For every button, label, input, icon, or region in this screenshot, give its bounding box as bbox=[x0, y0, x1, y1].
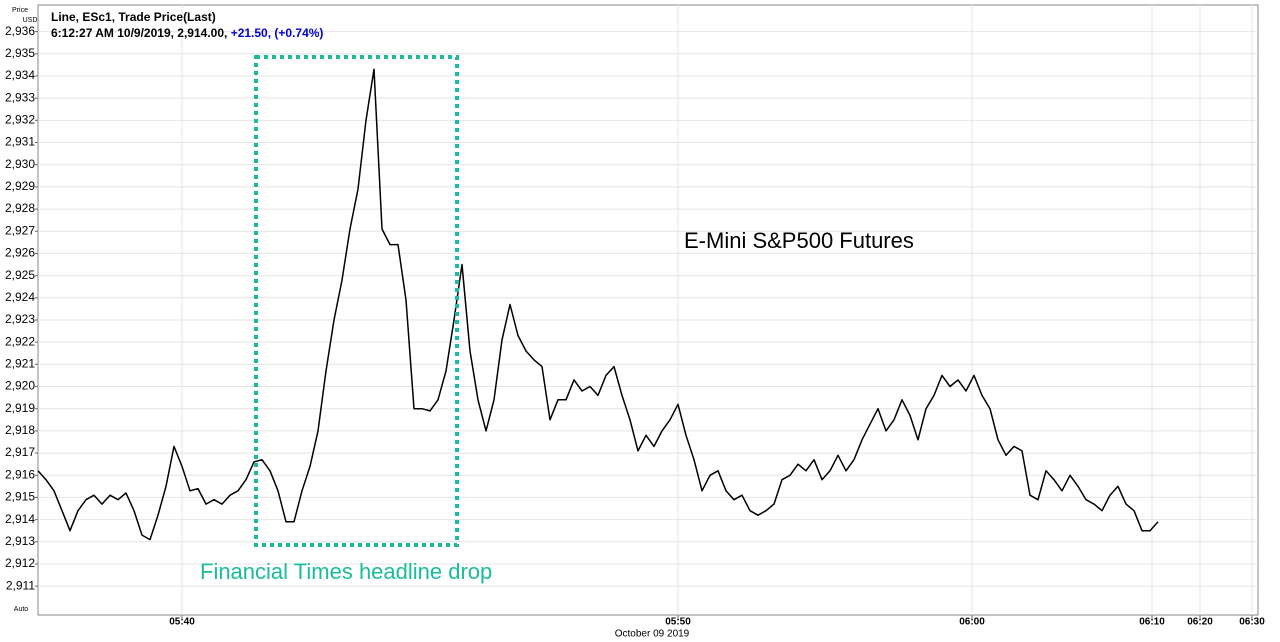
y-tick-label: 2,912 bbox=[5, 556, 35, 570]
y-tick-label: 2,913 bbox=[5, 534, 35, 548]
y-tick-label: 2,914 bbox=[5, 512, 35, 526]
price-line bbox=[37, 68, 1159, 541]
y-tick-label: 2,918 bbox=[5, 423, 35, 437]
y-axis-unit: USD bbox=[23, 17, 38, 24]
y-tick-label: 2,920 bbox=[5, 379, 35, 393]
status: 6:12:27 AM 10/9/2019, 2,914.00, +21.50, … bbox=[51, 26, 323, 40]
chart-title: E-Mini S&P500 Futures bbox=[684, 228, 914, 253]
annotation: Financial Times headline drop bbox=[200, 559, 492, 584]
y-tick-label: 2,923 bbox=[5, 312, 35, 326]
scale-mode: Auto bbox=[14, 606, 29, 613]
x-tick-label: 06:10 bbox=[1139, 617, 1165, 628]
y-tick-label: 2,929 bbox=[5, 179, 35, 193]
y-tick-label: 2,926 bbox=[5, 246, 35, 260]
x-tick-label: 06:20 bbox=[1187, 617, 1213, 628]
y-tick-label: 2,936 bbox=[5, 24, 35, 38]
y-tick-label: 2,934 bbox=[5, 68, 35, 82]
x-tick-label: 05:40 bbox=[169, 617, 195, 628]
grid bbox=[35, 5, 1258, 619]
y-tick-label: 2,915 bbox=[5, 490, 35, 504]
y-tick-label: 2,924 bbox=[5, 290, 35, 304]
y-tick-label: 2,922 bbox=[5, 334, 35, 348]
y-tick-label: 2,925 bbox=[5, 268, 35, 282]
x-tick-label: 06:30 bbox=[1239, 617, 1265, 628]
y-tick-label: 2,933 bbox=[5, 90, 35, 104]
y-axis-label: Price bbox=[12, 7, 28, 14]
plot-area bbox=[37, 4, 1259, 616]
chart-header: Line, ESc1, Trade Price(Last) bbox=[51, 10, 216, 24]
status-text: 6:12:27 AM 10/9/2019, 2,914.00, bbox=[51, 26, 227, 40]
y-tick-label: 2,911 bbox=[6, 578, 35, 592]
y-tick-label: 2,928 bbox=[5, 201, 35, 215]
marks bbox=[37, 68, 1159, 541]
y-tick-label: 2,932 bbox=[5, 113, 35, 127]
x-tick-label: 06:00 bbox=[959, 617, 985, 628]
y-tick-label: 2,927 bbox=[5, 223, 35, 237]
y-tick-label: 2,931 bbox=[5, 135, 35, 149]
change: +21.50, (+0.74%) bbox=[231, 26, 324, 40]
y-tick-label: 2,921 bbox=[5, 357, 35, 371]
y-tick-label: 2,916 bbox=[5, 467, 35, 481]
y-tick-label: 2,930 bbox=[5, 157, 35, 171]
x-axis-label: October 09 2019 bbox=[615, 629, 690, 640]
y-tick-label: 2,935 bbox=[5, 46, 35, 60]
y-tick-label: 2,919 bbox=[5, 401, 35, 415]
x-tick-label: 05:50 bbox=[665, 617, 691, 628]
y-tick-label: 2,917 bbox=[5, 445, 35, 459]
